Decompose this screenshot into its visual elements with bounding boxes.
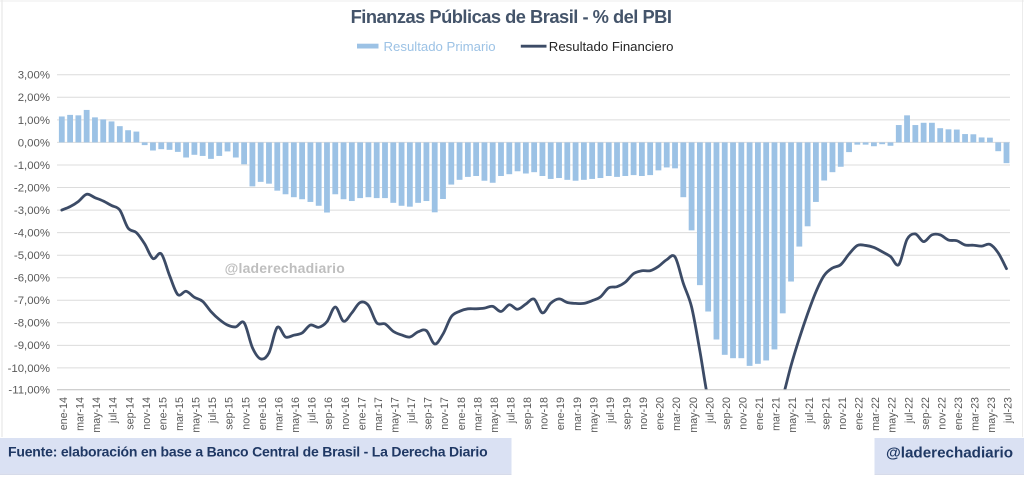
svg-text:mar-15: mar-15 — [174, 397, 186, 431]
svg-text:jul-19: jul-19 — [605, 397, 617, 424]
svg-text:sep-16: sep-16 — [323, 397, 335, 430]
svg-text:ene-20: ene-20 — [655, 397, 667, 430]
svg-text:mar-20: mar-20 — [671, 397, 683, 431]
svg-text:ene-16: ene-16 — [257, 397, 269, 430]
svg-text:ene-23: ene-23 — [953, 397, 965, 430]
svg-text:mar-16: mar-16 — [274, 397, 286, 431]
svg-text:nov-20: nov-20 — [738, 397, 750, 430]
svg-text:ene-15: ene-15 — [157, 397, 169, 430]
svg-text:1,00%: 1,00% — [18, 115, 50, 127]
svg-text:-2,00%: -2,00% — [14, 182, 50, 194]
svg-text:Finanzas Públicas de Brasil -: Finanzas Públicas de Brasil - % del PBI — [351, 6, 672, 27]
svg-text:mar-17: mar-17 — [373, 397, 385, 431]
svg-text:Fuente: elaboración en base a: Fuente: elaboración en base a Banco Cent… — [8, 444, 487, 460]
svg-text:sep-17: sep-17 — [423, 397, 435, 430]
svg-text:may-23: may-23 — [986, 397, 998, 433]
svg-text:3,00%: 3,00% — [18, 70, 50, 82]
svg-text:@laderechadiario: @laderechadiario — [225, 260, 345, 276]
svg-text:sep-15: sep-15 — [224, 397, 236, 430]
svg-text:-9,00%: -9,00% — [14, 340, 50, 352]
svg-text:sep-20: sep-20 — [721, 397, 733, 430]
svg-text:may-22: may-22 — [887, 397, 899, 433]
svg-text:mar-21: mar-21 — [771, 397, 783, 431]
svg-text:nov-14: nov-14 — [141, 397, 153, 430]
svg-text:may-19: may-19 — [588, 397, 600, 433]
svg-text:sep-19: sep-19 — [622, 397, 634, 430]
svg-text:mar-19: mar-19 — [572, 397, 584, 431]
svg-text:mar-14: mar-14 — [75, 397, 87, 431]
svg-text:sep-14: sep-14 — [124, 397, 136, 430]
svg-text:sep-21: sep-21 — [820, 397, 832, 430]
svg-text:nov-15: nov-15 — [240, 397, 252, 430]
svg-text:@laderechadiario: @laderechadiario — [886, 445, 1013, 462]
svg-text:-7,00%: -7,00% — [14, 295, 50, 307]
svg-text:-6,00%: -6,00% — [14, 273, 50, 285]
svg-text:-11,00%: -11,00% — [8, 385, 50, 397]
svg-text:jul-15: jul-15 — [207, 397, 219, 424]
svg-text:2,00%: 2,00% — [18, 92, 50, 104]
svg-text:may-20: may-20 — [688, 397, 700, 433]
svg-text:sep-18: sep-18 — [522, 397, 534, 430]
svg-text:mar-18: mar-18 — [472, 397, 484, 431]
svg-text:jul-21: jul-21 — [804, 397, 816, 424]
svg-text:nov-18: nov-18 — [539, 397, 551, 430]
svg-text:-3,00%: -3,00% — [14, 205, 50, 217]
svg-text:ene-18: ene-18 — [456, 397, 468, 430]
svg-text:nov-22: nov-22 — [936, 397, 948, 430]
svg-text:mar-22: mar-22 — [870, 397, 882, 431]
svg-text:jul-16: jul-16 — [307, 397, 319, 424]
svg-text:Resultado Primario: Resultado Primario — [384, 39, 496, 54]
svg-text:jul-14: jul-14 — [108, 397, 120, 424]
svg-text:may-14: may-14 — [91, 397, 103, 433]
svg-text:ene-14: ene-14 — [58, 397, 70, 430]
svg-text:mar-23: mar-23 — [970, 397, 982, 431]
svg-text:jul-22: jul-22 — [903, 397, 915, 424]
svg-text:jul-18: jul-18 — [506, 397, 518, 424]
svg-text:ene-19: ene-19 — [555, 397, 567, 430]
svg-text:nov-17: nov-17 — [439, 397, 451, 430]
svg-text:may-17: may-17 — [390, 397, 402, 433]
svg-text:ene-17: ene-17 — [356, 397, 368, 430]
svg-text:nov-16: nov-16 — [340, 397, 352, 430]
svg-text:nov-19: nov-19 — [638, 397, 650, 430]
svg-text:Resultado Financiero: Resultado Financiero — [549, 39, 674, 54]
svg-text:may-18: may-18 — [489, 397, 501, 433]
svg-text:may-15: may-15 — [191, 397, 203, 433]
svg-text:ene-21: ene-21 — [754, 397, 766, 430]
svg-text:may-21: may-21 — [787, 397, 799, 433]
svg-text:jul-17: jul-17 — [406, 397, 418, 424]
svg-text:-1,00%: -1,00% — [14, 160, 50, 172]
svg-text:may-16: may-16 — [290, 397, 302, 433]
svg-text:0,00%: 0,00% — [18, 137, 50, 149]
svg-text:ene-22: ene-22 — [854, 397, 866, 430]
svg-text:jul-23: jul-23 — [1003, 397, 1015, 424]
svg-text:-8,00%: -8,00% — [14, 318, 50, 330]
svg-text:sep-22: sep-22 — [920, 397, 932, 430]
svg-text:-10,00%: -10,00% — [8, 363, 50, 375]
svg-text:nov-21: nov-21 — [837, 397, 849, 430]
svg-text:-5,00%: -5,00% — [14, 250, 50, 262]
svg-text:-4,00%: -4,00% — [14, 228, 50, 240]
svg-text:jul-20: jul-20 — [704, 397, 716, 424]
